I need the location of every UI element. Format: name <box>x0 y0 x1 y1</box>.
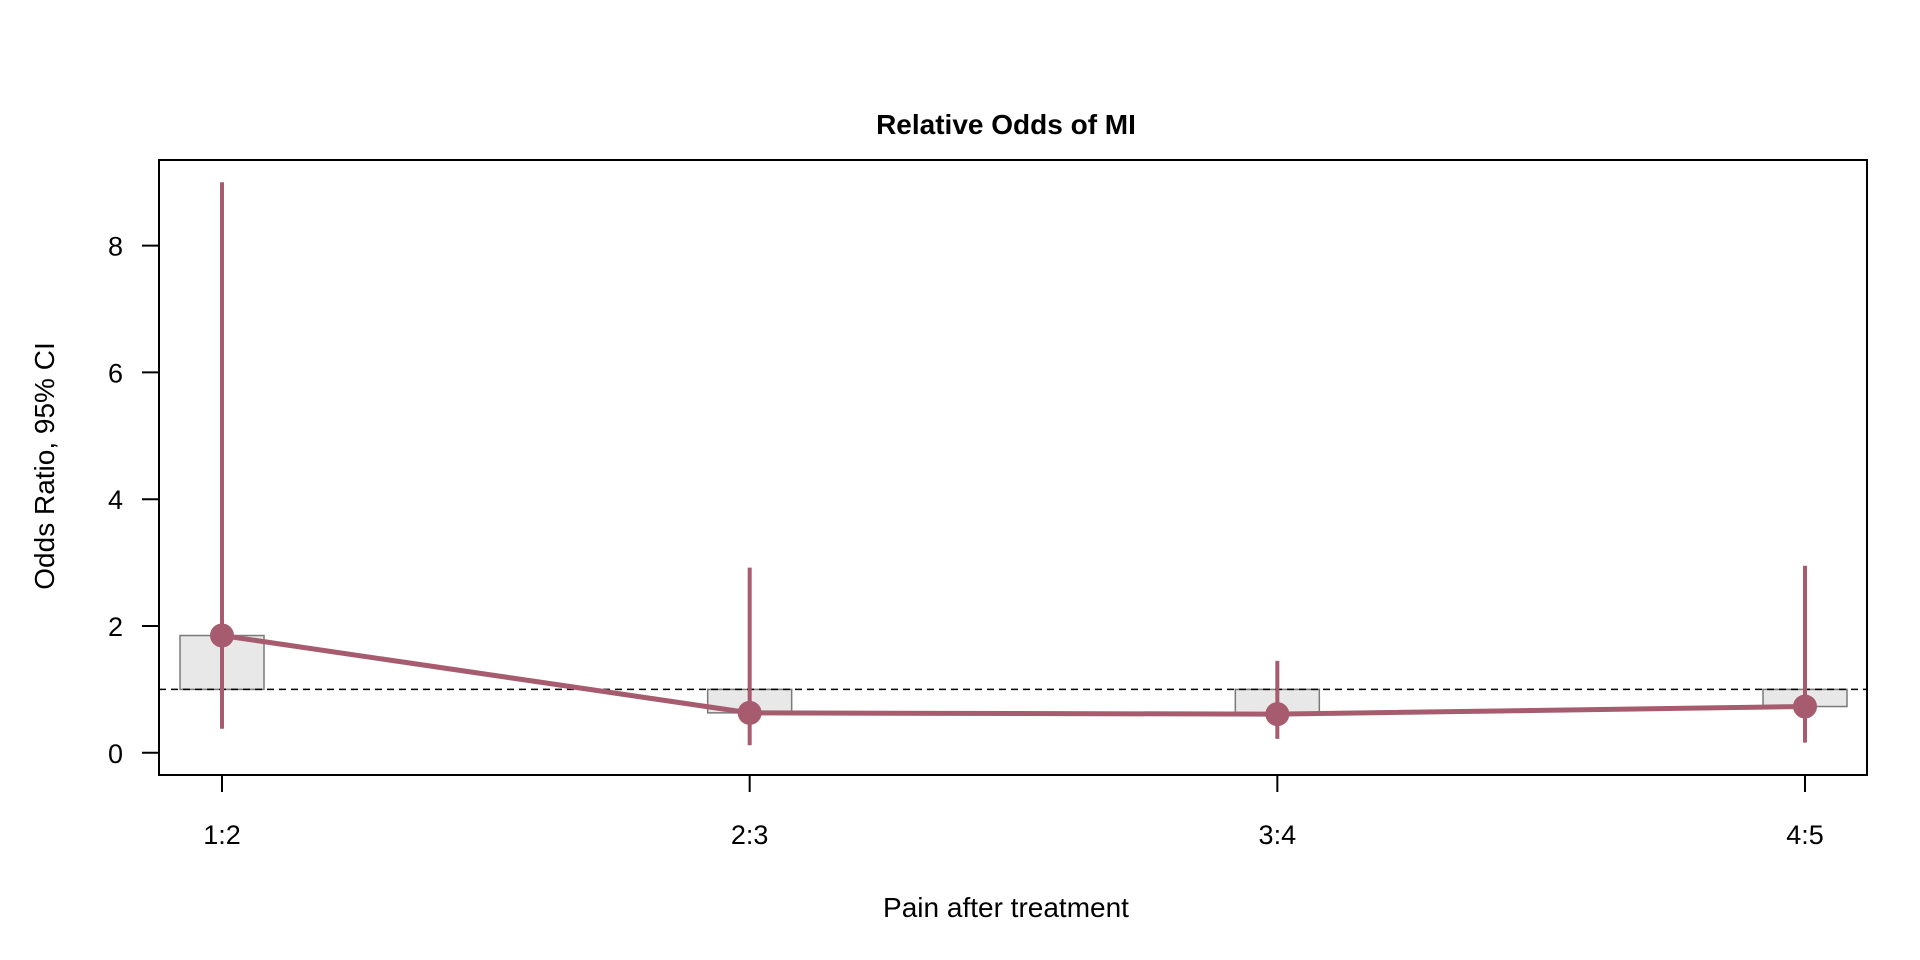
x-tick-label: 4:5 <box>1786 820 1824 850</box>
confidence-intervals <box>220 182 1807 746</box>
y-tick-label: 0 <box>108 739 123 769</box>
series-line <box>221 633 1806 717</box>
y-tick-label: 8 <box>108 232 123 262</box>
x-axis: 1:2 2:3 3:4 4:5 <box>203 775 1824 850</box>
x-tick-label: 2:3 <box>731 820 769 850</box>
x-tick-label: 3:4 <box>1259 820 1297 850</box>
data-point <box>1793 694 1817 719</box>
y-tick-label: 4 <box>108 485 123 515</box>
y-axis-label: Odds Ratio, 95% CI <box>29 342 60 589</box>
y-tick-label: 2 <box>108 612 123 642</box>
x-tick-label: 1:2 <box>203 820 241 850</box>
plot-area <box>158 159 1868 776</box>
x-axis-label: Pain after treatment <box>883 892 1129 923</box>
data-points <box>210 623 1817 727</box>
data-point <box>737 700 762 725</box>
y-axis: 0 2 4 6 8 <box>108 232 159 769</box>
data-point <box>210 623 234 648</box>
deviation-bars <box>179 634 1848 715</box>
y-tick-label: 6 <box>108 358 123 388</box>
chart-title: Relative Odds of MI <box>876 109 1136 140</box>
data-point <box>1265 702 1290 727</box>
